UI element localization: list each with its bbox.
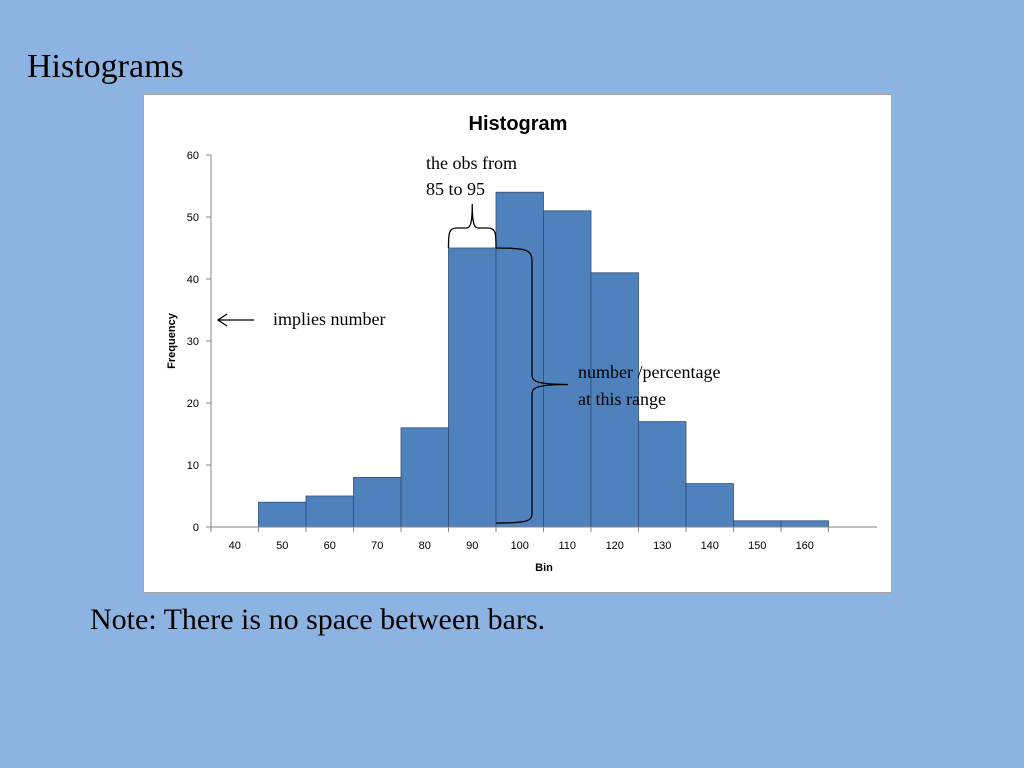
y-tick-label-50: 50	[187, 212, 199, 224]
left-arrow-icon	[216, 313, 228, 327]
bin-range-brace	[447, 203, 497, 249]
x-tick-label-160: 160	[796, 540, 814, 552]
histogram-bar-80	[400, 427, 449, 528]
slide-title: Histograms	[27, 48, 184, 85]
bin-range-text-line-1: the obs from	[426, 153, 517, 173]
histogram-bar-140	[685, 483, 734, 528]
x-axis-label: Bin	[535, 562, 553, 574]
x-tick-label-50: 50	[276, 540, 288, 552]
histogram-bar-160	[780, 520, 829, 528]
bin-range-text-line-2: 85 to 95	[426, 179, 485, 199]
y-tick-label-20: 20	[187, 398, 199, 410]
y-tick-label-0: 0	[193, 522, 199, 534]
bar-height-text-line-2: at this range	[578, 389, 666, 409]
x-tick-label-140: 140	[701, 540, 719, 552]
x-tick-label-110: 110	[558, 540, 576, 552]
x-tick-label-150: 150	[748, 540, 766, 552]
x-tick-label-100: 100	[511, 540, 529, 552]
bar-height-text-line-1: number /percentage	[578, 362, 720, 382]
y-tick-label-60: 60	[187, 150, 199, 162]
y-tick-label-40: 40	[187, 274, 199, 286]
x-tick-label-120: 120	[606, 540, 624, 552]
x-tick-label-40: 40	[229, 540, 241, 552]
chart-frame: Histogram Frequency Bin 0 10 20 30 40 50 60 40 5…	[143, 94, 892, 593]
histogram-bar-90	[448, 247, 497, 528]
annotations-group: the obs from 85 to 95 implies number number…	[216, 153, 720, 524]
frequency-annotation-text: implies number	[273, 309, 385, 329]
x-tick-label-60: 60	[324, 540, 336, 552]
histogram-bar-120	[590, 272, 639, 528]
y-tick-label-30: 30	[187, 336, 199, 348]
histogram-bar-110	[543, 210, 592, 528]
chart-title: Histogram	[469, 113, 568, 135]
x-tick-label-130: 130	[653, 540, 671, 552]
histogram-bar-70	[353, 476, 402, 528]
y-tick-label-10: 10	[187, 460, 199, 472]
histogram-bar-130	[638, 421, 687, 528]
y-axis-label: Frequency	[166, 312, 178, 369]
x-tick-label-80: 80	[419, 540, 431, 552]
histogram-bar-60	[305, 495, 354, 528]
slide-note: Note: There is no space between bars.	[90, 603, 546, 636]
x-tick-label-90: 90	[466, 540, 478, 552]
axes-group: 0 10 20 30 40 50 60 40 50 60 70 80 90 100 110 120 130 140…	[187, 150, 877, 552]
histogram-bar-50	[258, 501, 307, 528]
histogram-chart: Histogram Frequency Bin 0 10 20 30 40 50 60 40 5…	[166, 113, 877, 574]
x-tick-label-70: 70	[371, 540, 383, 552]
histogram-bar-150	[733, 520, 782, 528]
bar-height-brace	[495, 247, 569, 524]
bars-group	[258, 191, 829, 528]
histogram-bar-100	[495, 191, 544, 528]
